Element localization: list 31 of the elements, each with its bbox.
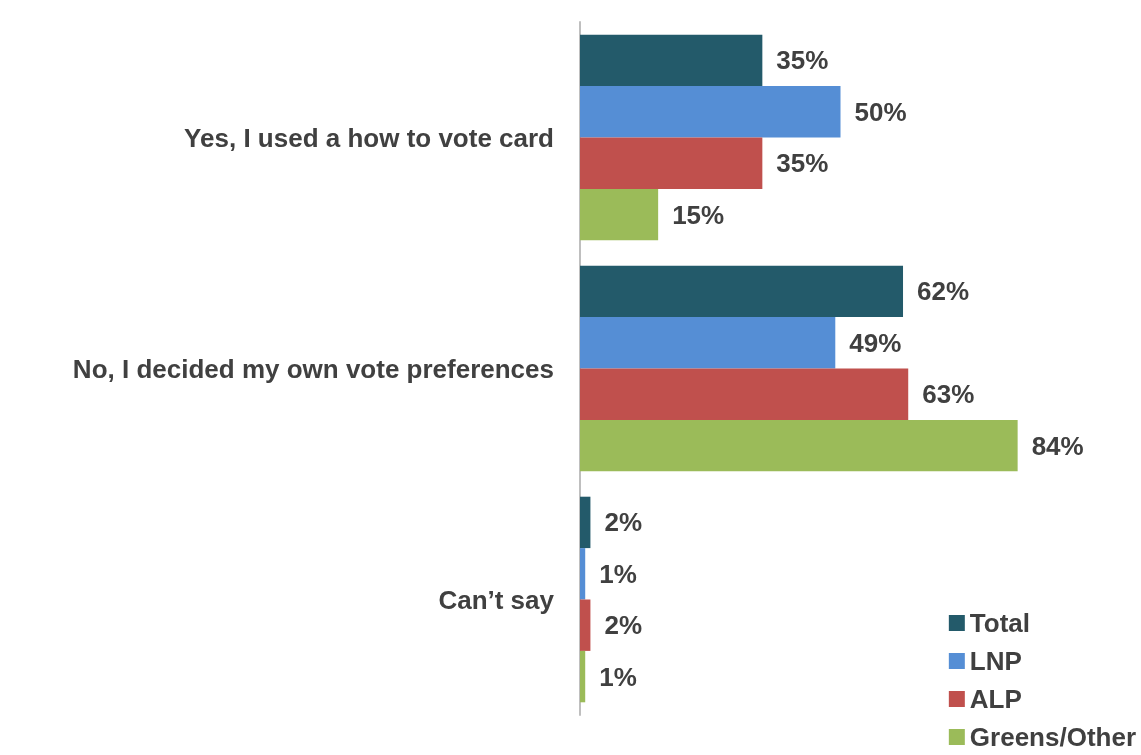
bar xyxy=(580,419,1018,472)
bar xyxy=(580,317,836,369)
y-tick-label: Can’t say xyxy=(438,584,555,615)
bar xyxy=(580,650,586,703)
data-label: 35% xyxy=(776,45,829,76)
bar xyxy=(580,265,904,318)
legend-label: Total xyxy=(969,608,1031,638)
y-tick-label: No, I decided my own vote preferences xyxy=(72,353,554,384)
data-label: 2% xyxy=(604,610,642,641)
legend-label: LNP xyxy=(969,646,1022,676)
data-label: 1% xyxy=(599,661,637,692)
bar xyxy=(580,34,763,87)
legend-label: ALP xyxy=(969,684,1022,714)
bar xyxy=(580,599,591,651)
data-label: 49% xyxy=(849,327,902,358)
data-label: 1% xyxy=(599,558,637,589)
data-label: 63% xyxy=(922,379,975,410)
bar xyxy=(580,188,659,241)
data-label: 50% xyxy=(854,96,907,127)
bar xyxy=(580,368,909,420)
data-label: 2% xyxy=(604,507,642,538)
data-label: 84% xyxy=(1031,430,1084,461)
bar xyxy=(580,548,586,600)
legend-label: Greens/Other xyxy=(969,722,1136,752)
bar xyxy=(580,496,591,549)
bar xyxy=(580,86,841,138)
data-label: 15% xyxy=(672,199,725,230)
data-label: 62% xyxy=(917,276,970,307)
y-tick-label: Yes, I used a how to vote card xyxy=(184,122,554,153)
data-label: 35% xyxy=(776,148,829,179)
bar xyxy=(580,137,763,189)
